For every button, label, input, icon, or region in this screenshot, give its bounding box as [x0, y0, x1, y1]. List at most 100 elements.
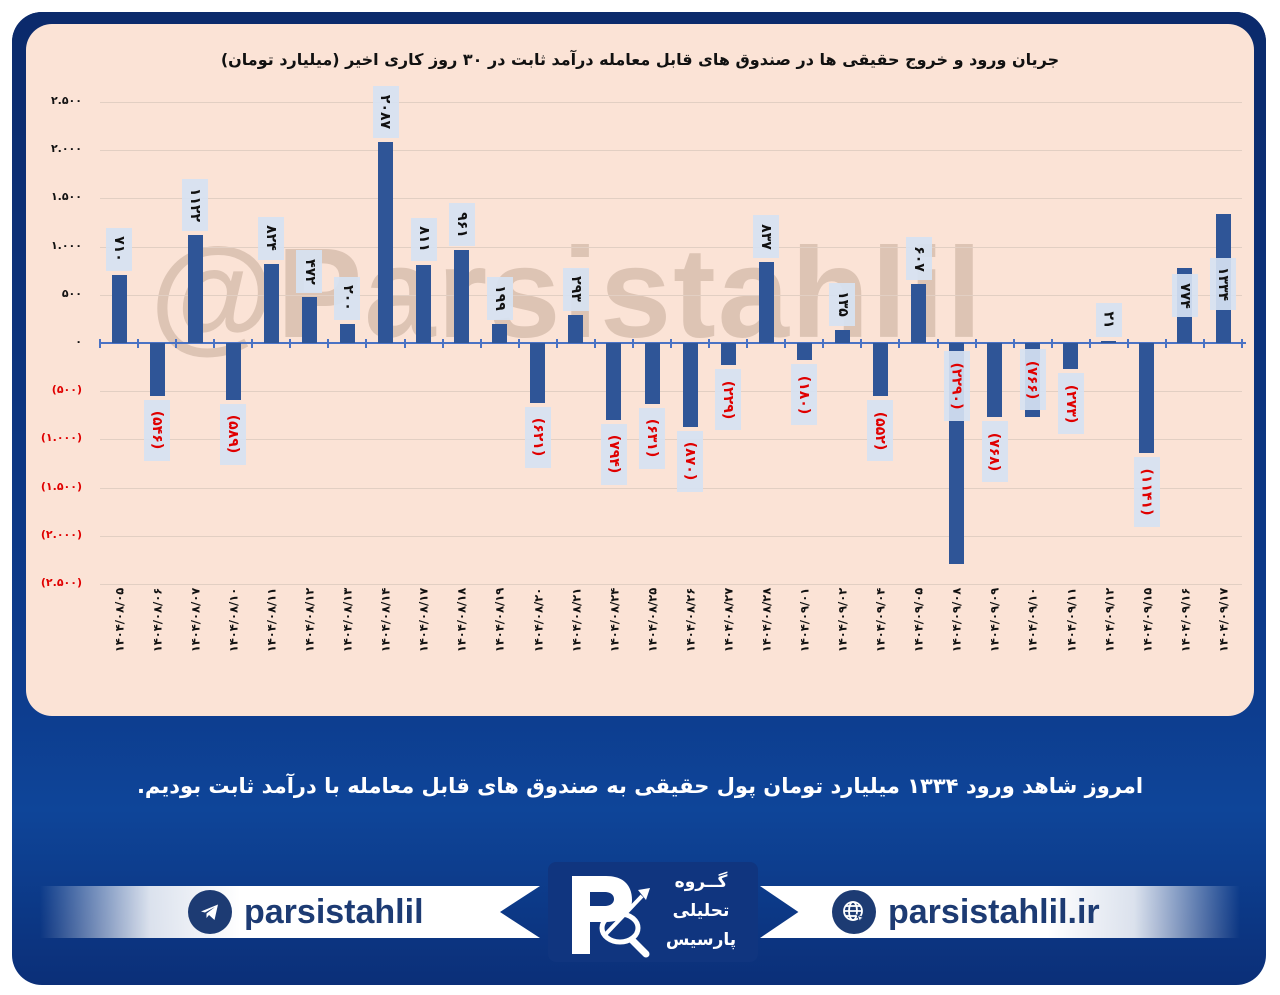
gridline [100, 487, 1242, 489]
x-axis-label: ۱۴۰۴/۰۸/۱۲ [299, 582, 319, 658]
data-label-text: ۱۳۵ [834, 291, 851, 318]
x-axis-label: ۱۴۰۴/۰۸/۲۸ [756, 582, 776, 658]
x-axis-label: ۱۴۰۴/۰۹/۱۷ [1213, 582, 1233, 658]
data-label: (۷۶۸) [981, 421, 1008, 483]
x-axis-label: ۱۴۰۴/۰۹/۰۸ [947, 582, 967, 658]
x-axis-label: ۱۴۰۴/۰۸/۰۵ [109, 582, 129, 658]
data-label: ۱۱۲۲ [182, 178, 209, 231]
x-tick-mark [365, 339, 368, 348]
x-axis-label: ۱۴۰۴/۰۹/۰۲ [832, 582, 852, 658]
zero-axis-line [100, 342, 1246, 344]
x-tick-mark [327, 339, 330, 348]
globe-icon [832, 890, 876, 934]
gridline [100, 391, 1242, 393]
y-tick-label: (۵۰۰) [51, 383, 82, 397]
bar [530, 343, 546, 403]
x-axis-label: ۱۴۰۴/۰۹/۱۱ [1061, 582, 1081, 658]
x-axis-label: ۱۴۰۴/۰۸/۱۸ [452, 582, 472, 658]
x-axis-label: ۱۴۰۴/۰۸/۱۴ [376, 582, 396, 658]
x-tick-mark [974, 339, 977, 348]
x-axis-label-text: ۱۴۰۴/۰۹/۰۱ [797, 587, 812, 653]
x-axis-label: ۱۴۰۴/۰۹/۱۰ [1023, 582, 1043, 658]
x-tick-mark [860, 339, 863, 348]
data-label-text: ۲۱ [1100, 311, 1117, 329]
x-tick-mark [1164, 339, 1167, 348]
data-label: ۲۰۰ [334, 276, 361, 320]
y-tick-label: ۰ [75, 335, 82, 348]
bar [492, 323, 508, 343]
bar [796, 343, 812, 361]
data-label: (۲۷۳) [1057, 373, 1084, 435]
chart-panel: @Parsistahlil جریان ورود و خروج حقیقی ها… [26, 24, 1254, 716]
data-label: (۶۳۱) [639, 407, 665, 469]
x-tick-mark [403, 339, 406, 348]
x-axis-label-text: ۱۴۰۴/۰۸/۱۰ [226, 587, 241, 653]
x-tick-mark [1088, 339, 1091, 348]
data-label-text: (۵۴۶) [149, 410, 166, 450]
telegram-link[interactable]: parsistahlil [188, 890, 424, 934]
data-label: ۸۲۴ [258, 216, 285, 260]
x-axis-label-text: ۱۴۰۴/۰۸/۱۱ [264, 587, 279, 653]
x-axis-label-text: ۱۴۰۴/۰۹/۱۱ [1063, 587, 1078, 653]
bar [378, 141, 394, 343]
x-axis-label-text: ۱۴۰۴/۰۸/۱۸ [454, 587, 469, 653]
y-tick-label: (۲.۰۰۰) [40, 527, 82, 541]
bar [834, 329, 850, 343]
x-axis-label: ۱۴۰۴/۰۸/۱۱ [261, 582, 281, 658]
data-label: ۲۰۸۷ [372, 85, 399, 138]
data-label: (۵۵۲) [867, 400, 894, 462]
bar [644, 343, 660, 404]
data-label: (۱۸۰) [791, 364, 818, 426]
data-label-text: ۶۰۷ [910, 246, 927, 272]
data-label-text: ۷۱۰ [111, 236, 128, 262]
x-tick-mark [555, 339, 558, 348]
data-label-text: ۴۷۲ [301, 259, 318, 285]
bar [872, 343, 888, 397]
x-axis-label-text: ۱۴۰۴/۰۸/۲۶ [683, 587, 698, 653]
data-label-text: ۱۱۲۲ [187, 187, 204, 222]
gridline [100, 246, 1242, 248]
x-axis-label: ۱۴۰۴/۰۸/۲۴ [604, 582, 624, 658]
bar [758, 262, 774, 343]
bar [1139, 343, 1155, 453]
website-link[interactable]: parsistahlil.ir [832, 890, 1100, 934]
logo-line-1: گــروه [674, 872, 728, 892]
data-label: (۲۲۹۰) [943, 351, 970, 421]
x-axis-label: ۱۴۰۴/۰۸/۰۷ [185, 582, 205, 658]
x-tick-mark [784, 339, 787, 348]
gridline [100, 102, 1242, 103]
bar [911, 284, 926, 343]
x-axis-label: ۱۴۰۴/۰۸/۲۶ [680, 582, 700, 658]
x-axis-label: ۱۴۰۴/۰۸/۲۵ [642, 582, 662, 658]
bar [416, 264, 432, 343]
data-label-text: (۱۸۰) [796, 375, 813, 415]
y-tick-label: ۱.۵۰۰ [50, 190, 82, 204]
gridline [100, 439, 1242, 441]
bar [1063, 343, 1079, 370]
data-label-text: (۱۱۴۱) [1138, 468, 1155, 516]
bar [568, 314, 584, 343]
data-label: (۷۹۴) [600, 423, 627, 485]
data-label-text: ۹۶۱ [453, 212, 470, 238]
parsis-logo: گــروه تحلیلی پارسیس [548, 862, 758, 962]
x-axis-label-text: ۱۴۰۴/۰۹/۱۰ [1025, 587, 1040, 653]
data-label-text: ۲۰۰ [339, 285, 356, 312]
x-axis-label-text: ۱۴۰۴/۰۸/۱۲ [302, 587, 317, 653]
x-tick-mark [936, 339, 939, 348]
telegram-handle: parsistahlil [244, 892, 424, 931]
data-label-text: ۷۷۴ [1176, 283, 1193, 309]
x-axis-label: ۱۴۰۴/۰۹/۱۶ [1175, 582, 1195, 658]
x-axis-label-text: ۱۴۰۴/۰۸/۱۹ [492, 587, 507, 653]
data-label-text: ۸۳۷ [758, 223, 775, 250]
x-tick-mark [441, 339, 444, 348]
data-label-text: (۵۵۲) [872, 411, 889, 450]
telegram-strip [40, 886, 540, 938]
data-label-text: ۸۲۴ [263, 225, 280, 251]
x-tick-mark [1203, 339, 1206, 348]
x-axis-label: ۱۴۰۴/۰۸/۱۹ [490, 582, 510, 658]
data-label-text: (۶۳۱) [644, 419, 660, 458]
bar [187, 234, 203, 343]
y-tick-label: (۲.۵۰۰) [40, 576, 82, 589]
x-axis-label-text: ۱۴۰۴/۰۹/۱۷ [1216, 587, 1231, 653]
data-label-text: (۵۸۹) [225, 415, 242, 454]
